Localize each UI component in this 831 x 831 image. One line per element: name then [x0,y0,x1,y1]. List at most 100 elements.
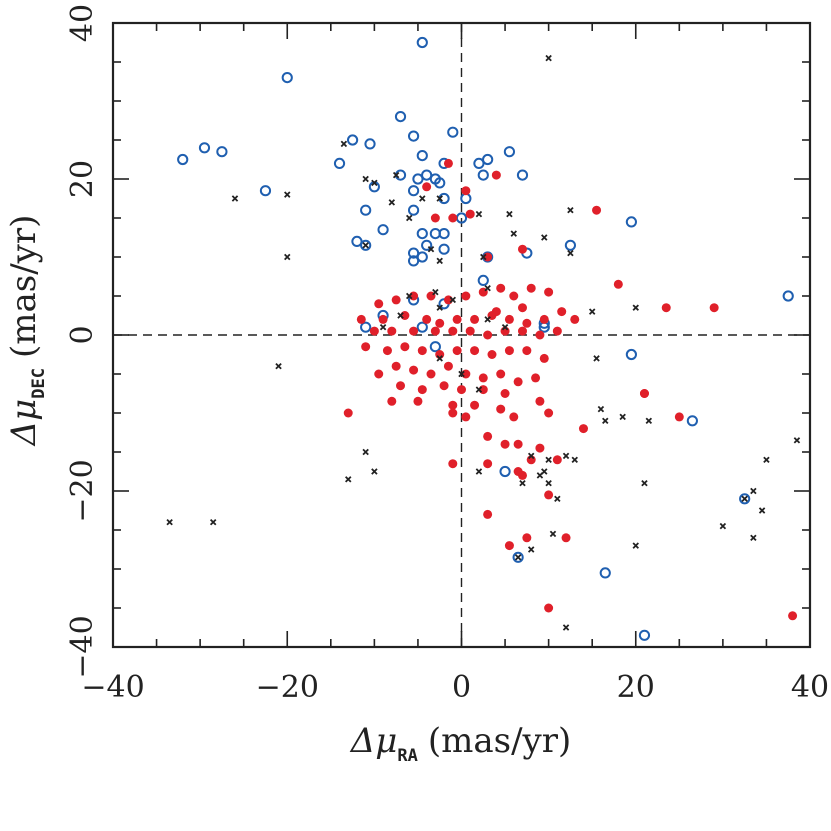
cross-point [480,253,487,261]
cross-point [541,468,548,475]
cross-point [562,624,570,631]
open-circle-point [360,321,372,333]
cross-point [567,249,574,257]
filled-circle-point [448,459,458,469]
open-circle-point [259,185,272,197]
filled-circle-point [535,443,545,453]
filled-circle-point [356,314,366,324]
open-circle-point [434,177,446,189]
filled-circle-point [661,303,671,313]
cross-point [793,437,801,444]
filled-circle-point [491,170,501,180]
filled-circle-point [509,412,519,422]
cross-point [763,456,770,464]
x-tick-label: 0 [452,670,471,705]
open-circle-point [407,255,420,267]
x-tick-label: 40 [791,670,829,705]
cross-point [619,413,626,421]
filled-circle-point [382,346,392,356]
filled-circle-point [478,373,488,383]
open-circle-point [421,239,433,251]
filled-circle-point [552,326,562,336]
cross-point [362,175,369,183]
cross-point [427,245,435,253]
open-circle-point [447,126,459,138]
filled-circle-point [448,408,458,418]
filled-circle-point [483,431,493,441]
filled-circle-point [470,400,480,410]
filled-circle-point [552,455,562,465]
filled-circle-point [391,295,401,305]
y-axis-subscript: DEC [29,368,49,399]
y-axis-symbol: Δμ [4,399,44,448]
filled-circle-point [452,346,462,356]
open-circle-point [364,138,376,150]
cross-point [436,257,443,265]
filled-circle-point [426,369,436,379]
filled-circle-point [500,439,510,449]
cross-point [449,296,457,304]
open-circle-point [625,348,637,361]
cross-point [541,234,548,241]
cross-point [362,242,369,249]
x-tick-label: 20 [617,670,655,705]
filled-circle-point [535,396,545,406]
cross-point [545,456,552,464]
cross-point [275,362,282,370]
filled-circle-point [448,400,458,410]
filled-circle-point [517,303,527,313]
y-tick-label: 20 [65,160,100,198]
cross-point [397,312,404,319]
open-circle-point [360,204,372,216]
filled-circle-point [483,509,493,519]
filled-circle-point [570,314,580,324]
cross-point [645,417,653,425]
open-circle-point [512,551,524,563]
open-circle-point [416,321,428,333]
filled-circle-point [557,307,567,317]
y-tick-label: 0 [65,325,100,344]
cross-point [597,405,605,413]
open-circle-point [782,290,794,302]
cross-point [284,191,291,198]
cross-point [741,495,748,503]
cross-point [484,316,491,323]
filled-circle-point [487,350,497,359]
cross-point [593,355,600,362]
filled-circle-point [435,318,445,328]
filled-circle-point [509,291,519,301]
filled-circle-point [422,182,432,192]
filled-circle-point [430,326,440,336]
open-circle-point [351,235,363,247]
filled-circle-point [465,209,475,219]
filled-circle-point [430,213,440,223]
filled-circle-point [422,314,432,324]
cross-point [588,308,596,315]
open-circle-point [198,142,211,154]
open-circle-point [421,169,433,181]
filled-circle-point [439,381,449,391]
zero-reference-lines [113,23,810,647]
filled-circle-point [461,186,471,196]
open-circle-point [503,146,516,158]
y-tick-label: 40 [65,4,100,42]
filled-circle-point [592,205,602,215]
filled-circle-point [391,361,401,371]
cross-point [419,195,426,202]
cross-point [475,386,483,393]
filled-circle-point [788,611,798,621]
cross-point [284,253,291,261]
filled-circle-point [504,314,514,324]
filled-circle-point [544,408,554,418]
filled-circle-point [613,279,623,289]
open-circle-point [416,150,428,162]
cross-point [231,195,239,202]
cross-point [510,230,518,237]
cross-point [166,518,173,526]
open-circle-point [638,629,651,641]
filled-circle-point [465,326,475,336]
open-circle-point [407,247,420,259]
axis-ticks [112,22,811,648]
open-circle-point [460,192,472,205]
